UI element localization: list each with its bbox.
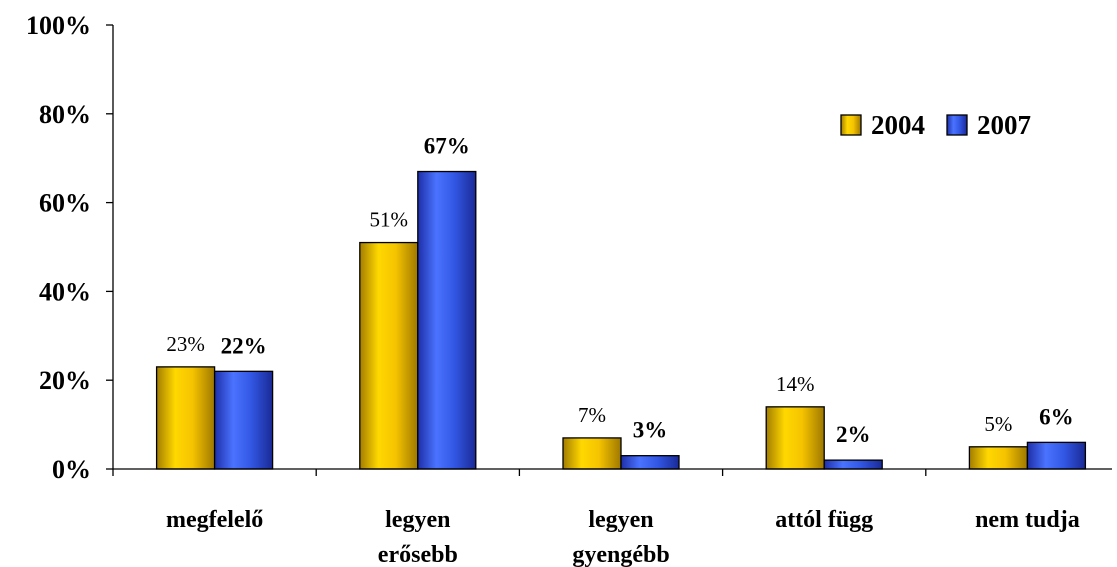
bar-2004-2 <box>359 241 419 470</box>
data-label-2007-2: 67% <box>424 134 470 159</box>
data-label-2004-5: 5% <box>984 412 1012 436</box>
data-label-2007-5: 6% <box>1039 404 1074 429</box>
x-category-label: erősebb <box>378 542 458 567</box>
bars <box>155 170 1087 470</box>
bar-2007-2 <box>417 170 477 470</box>
bar-2007-4 <box>823 459 883 470</box>
bar-2004-4 <box>765 406 825 470</box>
bar-2007-5 <box>1026 441 1087 470</box>
x-category-label: legyen <box>385 507 450 533</box>
data-label-2004-3: 7% <box>578 403 606 427</box>
x-category-label: attól függ <box>775 507 873 533</box>
x-category-label: gyengébb <box>572 542 669 567</box>
data-label-2007-3: 3% <box>633 418 668 443</box>
bar-2004-5 <box>968 446 1029 470</box>
x-category-label: nem tudja <box>975 507 1080 533</box>
legend-label-2007: 2007 <box>977 110 1031 140</box>
y-tick-label: 0% <box>52 455 91 484</box>
x-axis: megfelelő legyen erősebb legyen gyengébb attó… <box>112 468 1112 567</box>
bar-2007-1 <box>213 370 274 470</box>
data-label-2007-1: 22% <box>221 333 267 358</box>
y-tick-label: 20% <box>39 366 91 395</box>
data-label-2007-4: 2% <box>836 422 871 447</box>
data-label-2004-2: 51% <box>370 208 409 232</box>
y-tick-label: 100% <box>26 11 91 40</box>
legend-swatch-2007 <box>946 114 968 136</box>
legend-label-2004: 2004 <box>871 110 925 140</box>
y-axis: 0% 20% 40% 60% 80% 100% <box>26 11 114 484</box>
y-tick-label: 40% <box>39 277 91 306</box>
data-label-2004-4: 14% <box>776 372 815 396</box>
bar-2004-3 <box>562 437 622 470</box>
y-tick-label: 80% <box>39 100 91 129</box>
legend: 2004 2007 <box>840 110 1031 140</box>
data-labels: 23% 22% 51% 67% 7% 3% 14% 2% 5% 6% <box>166 134 1073 448</box>
bar-2007-3 <box>620 455 680 470</box>
y-tick-label: 60% <box>39 189 91 218</box>
x-category-label: megfelelő <box>166 507 263 533</box>
data-label-2004-1: 23% <box>166 332 205 356</box>
bar-2004-1 <box>155 366 216 470</box>
legend-swatch-2004 <box>840 114 862 136</box>
x-category-label: legyen <box>588 507 653 533</box>
